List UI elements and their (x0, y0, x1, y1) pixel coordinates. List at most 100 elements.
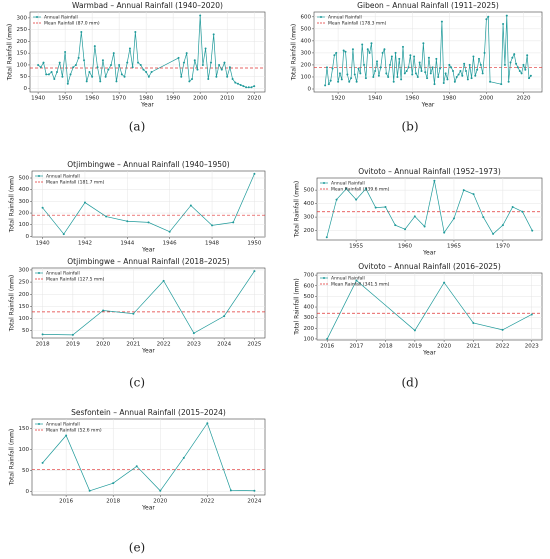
y-tick-label: 300 (304, 215, 315, 221)
data-point (350, 77, 353, 80)
x-axis-label: Year (421, 102, 435, 109)
data-point (468, 63, 471, 66)
data-point (96, 66, 99, 69)
data-point (511, 205, 514, 208)
data-point (518, 69, 521, 72)
data-point (325, 236, 328, 239)
data-point (413, 329, 416, 332)
data-point (236, 82, 239, 85)
data-point (463, 62, 466, 65)
data-point (126, 61, 129, 64)
data-point (515, 62, 518, 65)
data-point (72, 66, 75, 69)
plot-area (313, 11, 543, 93)
series-line (326, 279, 532, 340)
data-point (450, 66, 453, 69)
y-tick-label: 200 (17, 39, 28, 45)
y-axis-label: Total Rainfall (mm) (294, 181, 301, 239)
data-point (366, 48, 369, 51)
data-point (126, 220, 129, 223)
data-point (177, 56, 180, 59)
data-point (223, 315, 226, 318)
y-tick-label: 300 (19, 199, 30, 205)
legend-marker (38, 272, 40, 274)
data-point (226, 75, 229, 78)
plot-area (31, 418, 266, 496)
data-point (485, 18, 488, 21)
data-point (185, 52, 188, 55)
x-tick-label: 1944 (120, 241, 134, 247)
data-point (370, 42, 373, 45)
data-point (342, 49, 345, 52)
data-point (335, 198, 338, 201)
data-point (505, 14, 508, 17)
data-point (162, 279, 165, 282)
data-point (220, 68, 223, 71)
data-point (530, 313, 533, 316)
x-tick-label: 1960 (398, 244, 412, 250)
data-point (507, 80, 510, 83)
data-point (88, 489, 91, 492)
legend-label: Annual Rainfall (331, 181, 365, 187)
data-point (65, 434, 68, 437)
data-point (472, 321, 475, 324)
data-point (465, 69, 467, 72)
data-point (472, 55, 475, 58)
data-point (253, 85, 256, 88)
data-point (333, 54, 336, 57)
data-point (204, 47, 207, 50)
y-tick-label: 200 (19, 292, 30, 298)
data-point (41, 333, 44, 336)
x-tick-label: 1950 (58, 96, 72, 102)
data-point (192, 332, 195, 335)
data-point (401, 45, 404, 48)
data-point (85, 80, 88, 83)
data-point (361, 43, 364, 46)
data-point (462, 189, 465, 192)
y-tick-label: 300 (19, 267, 30, 273)
data-point (324, 84, 327, 87)
y-tick-label: 200 (301, 62, 312, 68)
data-point (482, 216, 485, 219)
x-tick-label: 2020 (516, 96, 530, 102)
data-point (253, 270, 256, 273)
data-point (346, 73, 349, 76)
data-point (453, 80, 456, 83)
legend-label: Annual Rainfall (331, 276, 365, 282)
data-point (132, 312, 135, 315)
x-tick-label: 1940 (31, 96, 45, 102)
y-tick-label: 100 (19, 222, 30, 228)
data-point (422, 42, 425, 45)
legend-marker (320, 16, 322, 18)
data-point (56, 71, 59, 73)
legend-label: Annual Rainfall (46, 174, 80, 180)
data-point (398, 57, 401, 60)
y-tick-label: 500 (304, 188, 315, 194)
y-axis-label: Total Rainfall (mm) (294, 278, 301, 336)
data-point (218, 63, 221, 66)
y-tick-label: 200 (19, 211, 30, 217)
data-point (91, 75, 94, 78)
legend-label: Annual Rainfall (44, 15, 78, 21)
data-point (242, 85, 245, 88)
data-point (53, 78, 56, 81)
data-point (93, 45, 96, 48)
y-tick-label: 600 (301, 14, 312, 20)
y-tick-label: 200 (304, 326, 315, 332)
data-point (502, 23, 505, 26)
data-point (392, 80, 395, 83)
data-point (142, 68, 145, 71)
data-point (182, 61, 185, 64)
caption: (b) (401, 120, 418, 134)
data-point (50, 71, 53, 73)
data-point (516, 66, 519, 69)
legend-label: Mean Rainfall (341.5 mm) (331, 282, 390, 288)
x-tick-label: 1950 (247, 241, 261, 247)
y-tick-label: 300 (17, 15, 28, 21)
y-tick-label: 250 (19, 280, 30, 286)
x-tick-label: 2023 (525, 344, 539, 350)
data-point (39, 66, 42, 69)
legend-marker (323, 182, 325, 184)
chart-title: Ovitoto – Annual Rainfall (1952–1973) (358, 167, 501, 176)
x-tick-label: 1940 (36, 241, 50, 247)
